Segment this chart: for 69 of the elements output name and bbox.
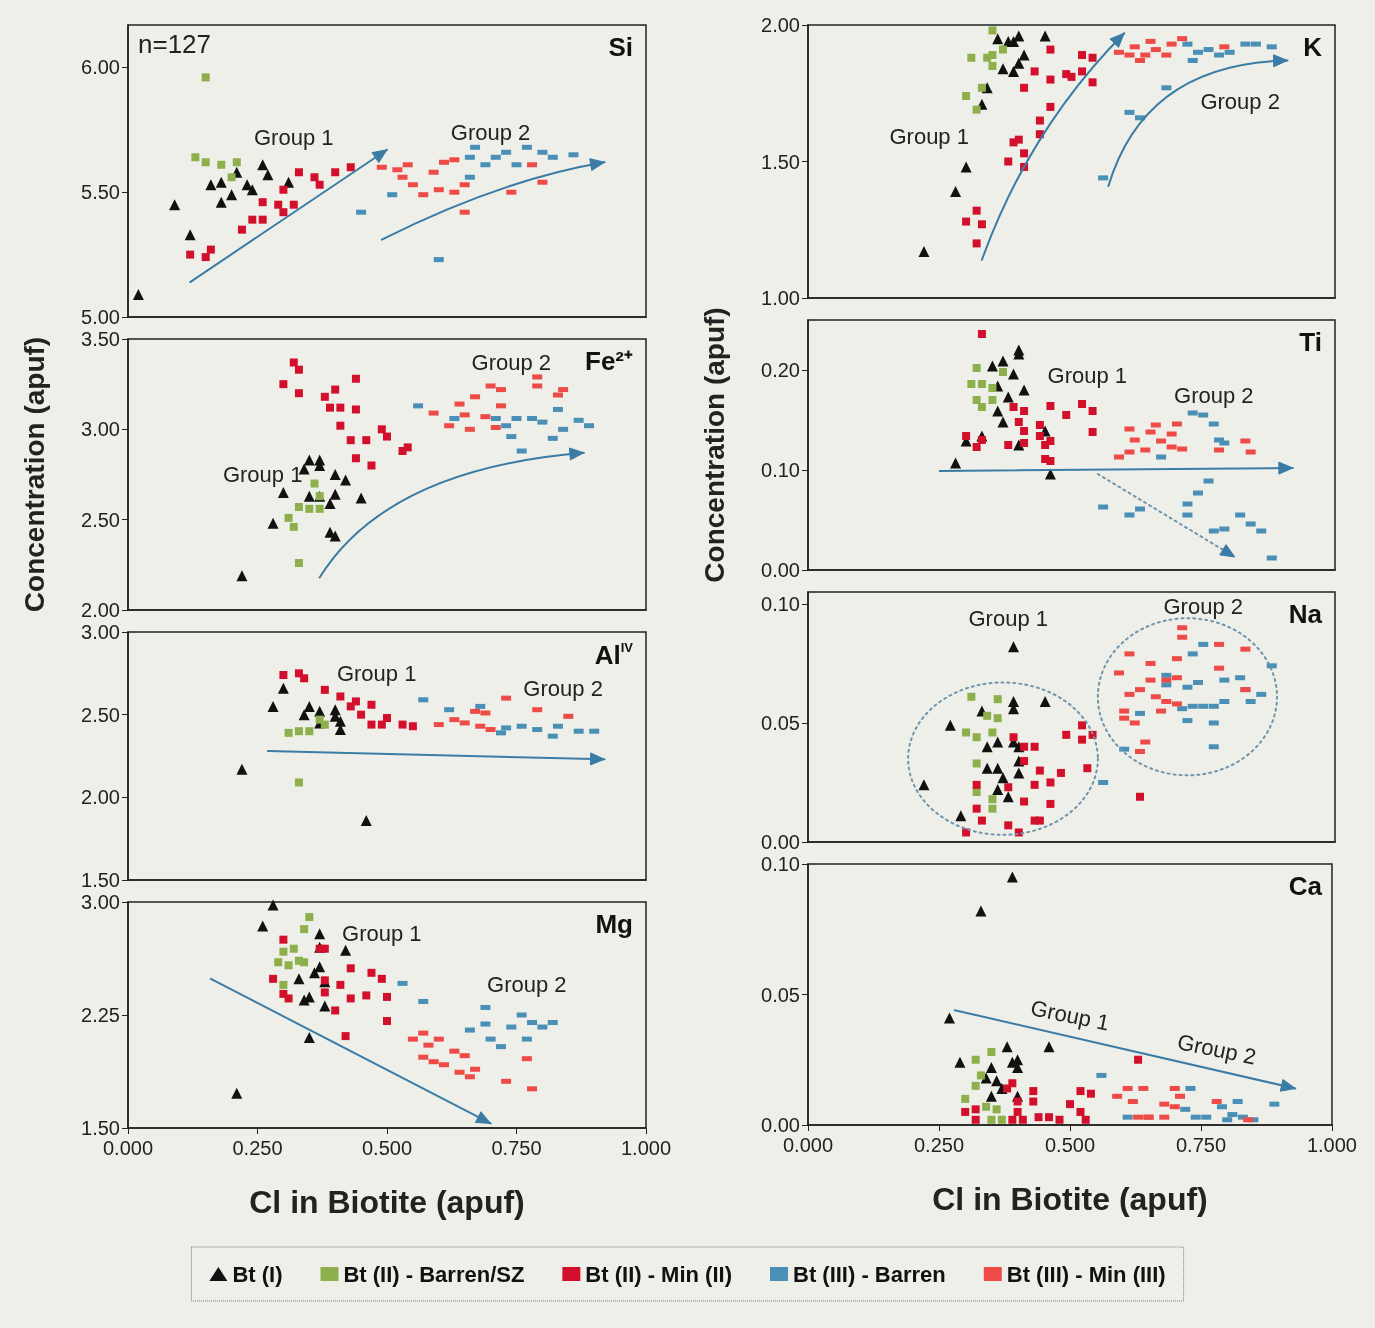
chart-title: Fe²⁺ — [585, 346, 633, 376]
chart-title: K — [1303, 32, 1323, 62]
y-tick-label: 2.50 — [81, 703, 120, 726]
legend-label: Bt (II) - Barren/SZ — [343, 1261, 525, 1287]
y-tick-label: 0.05 — [761, 983, 800, 1006]
y-tick-label: 5.00 — [81, 306, 120, 328]
chart-title: Ca — [1288, 871, 1323, 901]
annotation: Group 2 — [487, 972, 567, 998]
y-tick-label: 0.10 — [761, 592, 800, 615]
x-tick-label: 0.500 — [1044, 1134, 1096, 1156]
y-tick-label: 3.00 — [81, 891, 120, 913]
y-tick-label: 0.00 — [761, 831, 800, 853]
x-tick-label: 0.000 — [102, 1137, 154, 1159]
x-axis-title: Cl in Biotite (apuf) — [932, 1181, 1208, 1217]
y-axis-title: Concentration (apuf) — [18, 336, 50, 613]
annotation: Group 2 — [1200, 88, 1280, 114]
y-tick-label: 2.50 — [81, 508, 120, 531]
y-tick-label: 0.20 — [761, 359, 800, 381]
annotation: Group 2 — [1174, 382, 1254, 408]
x-tick-label: 0.500 — [361, 1137, 413, 1159]
y-tick-label: 5.50 — [81, 181, 120, 204]
y-tick-label: 0.10 — [761, 853, 800, 875]
annotation: Group 2 — [450, 119, 531, 145]
legend-label: Bt (II) - Min (II) — [585, 1261, 732, 1287]
annotation: Group 2 — [523, 675, 603, 701]
annotation: Group 1 — [254, 124, 334, 150]
y-tick-label: 3.00 — [81, 418, 120, 441]
x-tick-label: 1.000 — [620, 1137, 672, 1159]
x-tick-label: 0.250 — [232, 1137, 283, 1159]
y-tick-label: 3.50 — [81, 328, 120, 350]
y-tick-label: 1.50 — [81, 869, 120, 891]
y-tick-label: 1.50 — [81, 1117, 120, 1139]
annotation: Group 1 — [342, 921, 422, 947]
legend-label: Bt (III) - Min (III) — [1006, 1261, 1166, 1287]
y-tick-label: 1.00 — [761, 287, 800, 309]
y-tick-label: 6.00 — [81, 56, 120, 79]
y-tick-label: 2.00 — [761, 14, 800, 36]
y-tick-label: 3.00 — [81, 621, 120, 643]
y-tick-label: 0.10 — [761, 459, 800, 481]
chart-title: Na — [1288, 599, 1323, 629]
chart-title: Ti — [1299, 327, 1322, 357]
y-tick-label: 1.50 — [761, 150, 800, 173]
x-tick-label: 0.750 — [1175, 1134, 1227, 1156]
annotation: Group 2 — [471, 349, 552, 375]
annotation: Group 2 — [1175, 1029, 1259, 1070]
y-axis-title: Concentration (apuf) — [698, 307, 730, 583]
y-tick-label: 0.00 — [761, 559, 800, 581]
y-tick-label: 0.05 — [761, 711, 800, 734]
x-tick-label: 1.000 — [1306, 1134, 1358, 1156]
y-tick-label: 2.25 — [81, 1004, 120, 1026]
y-tick-label: 2.00 — [81, 599, 120, 621]
annotation: n=127 — [138, 29, 212, 59]
x-axis-title: Cl in Biotite (apuf) — [249, 1184, 525, 1220]
annotation: Group 1 — [889, 124, 969, 150]
x-tick-label: 0.000 — [782, 1134, 834, 1156]
annotation: Group 2 — [1163, 593, 1243, 619]
x-tick-label: 0.750 — [491, 1137, 542, 1159]
legend-label: Bt (III) - Barren — [792, 1261, 946, 1287]
annotation: Group 1 — [1028, 995, 1112, 1036]
annotation: Group 1 — [1047, 362, 1128, 388]
chart-title: Si — [608, 32, 634, 62]
legend-label: Bt (I) — [232, 1261, 283, 1287]
annotation: Group 1 — [222, 462, 303, 487]
y-tick-label: 0.00 — [761, 1114, 800, 1136]
chart-title: Mg — [595, 909, 634, 939]
x-tick-label: 0.250 — [913, 1134, 965, 1156]
y-tick-label: 2.00 — [81, 786, 120, 809]
annotation: Group 1 — [336, 660, 417, 686]
annotation: Group 1 — [968, 605, 1049, 631]
